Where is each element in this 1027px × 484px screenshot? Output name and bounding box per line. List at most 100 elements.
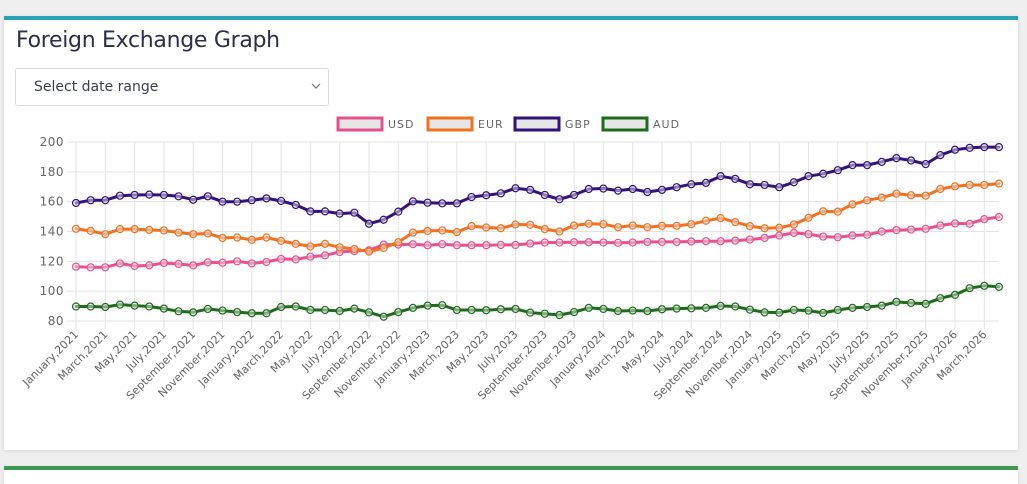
data-point-gbp[interactable]	[364, 219, 374, 228]
data-point-gbp[interactable]	[350, 208, 359, 217]
data-point-aud[interactable]	[848, 303, 857, 312]
data-point-gbp[interactable]	[145, 190, 154, 199]
data-point-aud[interactable]	[218, 306, 227, 315]
data-point-eur[interactable]	[819, 207, 828, 216]
data-point-aud[interactable]	[130, 301, 139, 310]
data-point-usd[interactable]	[86, 263, 95, 272]
data-point-gbp[interactable]	[482, 191, 491, 200]
data-point-gbp[interactable]	[877, 157, 886, 166]
data-point-usd[interactable]	[745, 235, 755, 244]
data-point-gbp[interactable]	[203, 192, 212, 201]
data-point-gbp[interactable]	[760, 180, 769, 190]
data-point-gbp[interactable]	[643, 187, 652, 197]
data-point-eur[interactable]	[115, 225, 125, 234]
data-point-gbp[interactable]	[189, 195, 198, 204]
data-point-usd[interactable]	[452, 241, 461, 250]
data-point-eur[interactable]	[716, 213, 725, 223]
data-point-aud[interactable]	[775, 308, 784, 317]
legend-label-aud[interactable]: AUD	[653, 118, 680, 131]
data-point-usd[interactable]	[569, 238, 579, 247]
data-point-gbp[interactable]	[701, 178, 711, 187]
data-point-gbp[interactable]	[731, 174, 740, 183]
data-point-usd[interactable]	[262, 257, 271, 267]
data-point-gbp[interactable]	[892, 154, 901, 163]
data-point-gbp[interactable]	[438, 199, 447, 208]
data-point-eur[interactable]	[613, 223, 623, 232]
data-point-eur[interactable]	[569, 221, 579, 230]
legend-label-usd[interactable]: USD	[388, 118, 415, 131]
data-point-aud[interactable]	[701, 303, 711, 312]
data-point-gbp[interactable]	[789, 178, 798, 187]
data-point-aud[interactable]	[159, 304, 168, 313]
data-point-gbp[interactable]	[247, 196, 256, 205]
data-point-eur[interactable]	[394, 238, 403, 247]
data-point-eur[interactable]	[906, 191, 916, 200]
data-point-usd[interactable]	[526, 239, 535, 248]
data-point-eur[interactable]	[848, 200, 857, 209]
data-point-gbp[interactable]	[965, 143, 974, 152]
data-point-usd[interactable]	[115, 259, 125, 268]
data-point-usd[interactable]	[687, 237, 696, 246]
data-point-eur[interactable]	[731, 218, 740, 227]
data-point-gbp[interactable]	[950, 145, 960, 154]
data-point-gbp[interactable]	[496, 189, 505, 198]
data-point-eur[interactable]	[994, 179, 1004, 188]
data-point-aud[interactable]	[921, 299, 930, 308]
data-point-eur[interactable]	[233, 233, 242, 242]
data-point-usd[interactable]	[994, 212, 1004, 222]
data-point-eur[interactable]	[218, 233, 227, 243]
data-point-aud[interactable]	[569, 307, 579, 317]
data-point-gbp[interactable]	[833, 166, 842, 175]
data-point-gbp[interactable]	[101, 196, 110, 205]
data-point-eur[interactable]	[262, 233, 271, 242]
data-point-gbp[interactable]	[555, 195, 564, 204]
data-point-aud[interactable]	[350, 304, 359, 313]
data-point-aud[interactable]	[862, 302, 872, 312]
data-point-eur[interactable]	[452, 227, 461, 237]
data-point-usd[interactable]	[189, 261, 198, 270]
data-point-usd[interactable]	[716, 237, 725, 246]
data-point-usd[interactable]	[862, 230, 872, 239]
data-point-aud[interactable]	[364, 308, 374, 317]
data-point-eur[interactable]	[599, 220, 608, 229]
data-point-usd[interactable]	[775, 231, 784, 240]
data-point-usd[interactable]	[965, 219, 974, 228]
data-point-gbp[interactable]	[936, 151, 945, 160]
data-point-usd[interactable]	[423, 241, 432, 250]
data-point-usd[interactable]	[731, 236, 740, 245]
data-point-gbp[interactable]	[335, 209, 344, 218]
data-point-aud[interactable]	[145, 302, 154, 311]
data-point-gbp[interactable]	[599, 184, 608, 193]
data-point-gbp[interactable]	[130, 190, 139, 200]
data-point-aud[interactable]	[189, 308, 198, 317]
data-point-aud[interactable]	[599, 304, 608, 314]
data-point-aud[interactable]	[203, 304, 212, 314]
data-point-gbp[interactable]	[115, 191, 125, 200]
data-point-eur[interactable]	[701, 216, 711, 225]
data-point-aud[interactable]	[408, 303, 418, 312]
data-point-eur[interactable]	[320, 239, 330, 248]
data-point-aud[interactable]	[555, 310, 564, 320]
data-point-usd[interactable]	[628, 238, 637, 247]
data-point-gbp[interactable]	[906, 156, 916, 165]
data-point-usd[interactable]	[877, 227, 886, 236]
data-point-eur[interactable]	[804, 213, 813, 222]
data-point-aud[interactable]	[423, 301, 432, 310]
data-point-aud[interactable]	[950, 290, 960, 299]
data-point-gbp[interactable]	[980, 142, 989, 152]
data-point-gbp[interactable]	[408, 197, 418, 206]
data-point-usd[interactable]	[848, 231, 857, 240]
data-point-gbp[interactable]	[657, 185, 667, 194]
data-point-aud[interactable]	[277, 302, 286, 312]
data-point-eur[interactable]	[672, 221, 681, 230]
data-point-eur[interactable]	[71, 224, 81, 233]
data-point-gbp[interactable]	[233, 197, 242, 206]
data-point-aud[interactable]	[394, 307, 403, 317]
data-point-usd[interactable]	[320, 251, 330, 260]
data-point-usd[interactable]	[701, 237, 711, 246]
data-point-usd[interactable]	[906, 225, 916, 234]
data-point-eur[interactable]	[145, 225, 154, 234]
data-point-eur[interactable]	[526, 220, 535, 229]
data-point-gbp[interactable]	[613, 186, 623, 195]
data-point-usd[interactable]	[819, 232, 828, 241]
